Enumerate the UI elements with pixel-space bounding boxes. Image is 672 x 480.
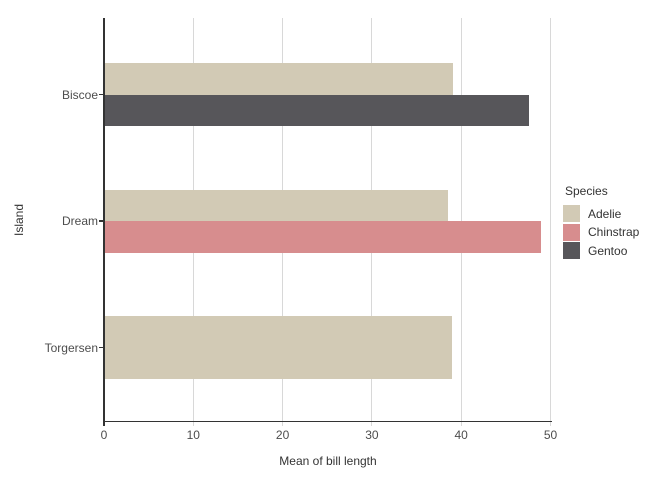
bar-biscoe-adelie — [104, 63, 453, 95]
legend: Species Adelie Chinstrap Gentoo — [563, 184, 639, 261]
x-axis-line — [103, 420, 552, 423]
x-tick-label-30: 30 — [365, 428, 379, 442]
legend-label-adelie: Adelie — [588, 206, 622, 221]
x-tick-label-10: 10 — [186, 428, 200, 442]
legend-title: Species — [565, 184, 608, 198]
legend-label-gentoo: Gentoo — [588, 243, 628, 258]
category-label-dream: Dream — [61, 214, 98, 228]
category-label-biscoe: Biscoe — [61, 87, 98, 102]
category-label-torgersen: Torgersen — [44, 340, 98, 355]
legend-item-gentoo: Gentoo — [563, 242, 639, 259]
legend-swatch-gentoo — [563, 242, 580, 259]
gridline-50 — [550, 18, 551, 426]
legend-swatch-adelie — [563, 205, 580, 222]
y-axis-line — [103, 18, 105, 426]
legend-swatch-chinstrap — [563, 223, 580, 241]
legend-label-chinstrap: Chinstrap — [588, 225, 640, 239]
x-tick-label-0: 0 — [100, 428, 108, 442]
x-tick-label-50: 50 — [543, 428, 558, 442]
bar-dream-adelie — [104, 189, 449, 221]
legend-item-chinstrap: Chinstrap — [563, 223, 640, 241]
y-tick-biscoe — [99, 93, 104, 96]
x-axis-title: Mean of bill length — [279, 454, 377, 468]
bar-dream-chinstrap — [104, 221, 541, 253]
bar-biscoe-gentoo — [104, 94, 529, 126]
x-tick-label-40: 40 — [454, 428, 468, 442]
y-tick-dream — [99, 220, 104, 222]
legend-item-adelie: Adelie — [563, 205, 639, 222]
legend-items: Adelie Chinstrap Gentoo — [563, 205, 639, 259]
x-tick-label-20: 20 — [275, 428, 290, 442]
y-tick-torgersen — [99, 346, 104, 349]
bar-torgersen-adelie — [104, 316, 453, 379]
